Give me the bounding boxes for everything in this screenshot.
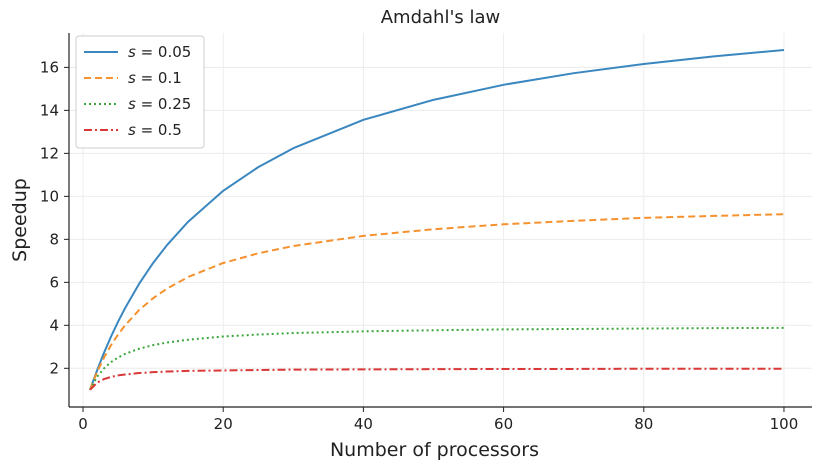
chart-title: Amdahl's law	[381, 7, 501, 28]
grid-lines	[69, 33, 812, 407]
legend-symbol: s	[128, 43, 136, 61]
y-tick-label: 6	[49, 273, 59, 291]
x-tick-label: 60	[494, 415, 513, 433]
series-line-4	[89, 367, 784, 391]
y-tick-label: 10	[40, 187, 59, 205]
legend-symbol: s	[128, 69, 136, 87]
legend-symbol: s	[128, 121, 136, 139]
x-tick-label: 100	[770, 415, 799, 433]
axes	[68, 33, 812, 408]
y-tick-label: 14	[40, 101, 59, 119]
x-tick-label: 80	[634, 415, 653, 433]
y-axis-label: Speedup	[9, 178, 31, 262]
y-tick-label: 8	[49, 230, 59, 248]
series-line-3	[89, 326, 784, 391]
x-axis-label: Number of processors	[330, 439, 539, 461]
legend-label-3: s = 0.25	[128, 95, 191, 113]
legend-label-1: s = 0.05	[128, 43, 191, 61]
legend-value: = 0.25	[136, 95, 192, 113]
series-line-1	[89, 48, 785, 391]
series-line-2	[89, 213, 784, 391]
legend-value: = 0.5	[136, 121, 182, 139]
x-axis-ticks: 0 20 40 60 80 100	[78, 407, 798, 433]
y-tick-label: 4	[49, 316, 59, 334]
series-layer	[89, 48, 785, 391]
legend-box	[75, 35, 205, 149]
y-tick-label: 2	[49, 359, 59, 377]
x-tick-label: 20	[214, 415, 233, 433]
y-tick-label: 16	[40, 58, 59, 76]
y-axis-ticks: 2 4 6 8 10 12 14 16	[40, 58, 69, 377]
legend-label-2: s = 0.1	[128, 69, 182, 87]
legend-label-4: s = 0.5	[128, 121, 182, 139]
legend: s = 0.05s = 0.1s = 0.25s = 0.5	[75, 35, 205, 149]
legend-value: = 0.05	[136, 43, 192, 61]
legend-value: = 0.1	[136, 69, 182, 87]
legend-symbol: s	[128, 95, 136, 113]
y-tick-label: 12	[40, 144, 59, 162]
x-tick-label: 0	[78, 415, 88, 433]
x-tick-label: 40	[354, 415, 373, 433]
